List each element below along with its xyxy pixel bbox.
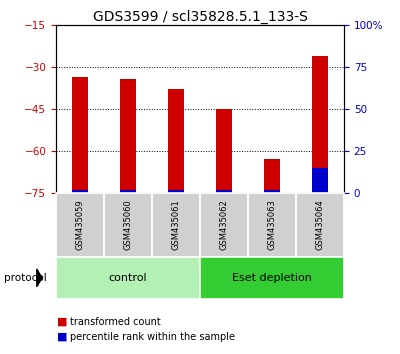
Text: ■: ■	[57, 332, 67, 342]
Bar	[216, 190, 232, 193]
Text: GSM435063: GSM435063	[268, 199, 276, 250]
Polygon shape	[37, 269, 42, 287]
Bar	[56, 193, 104, 257]
Text: GSM435060: GSM435060	[124, 199, 132, 250]
Bar	[72, 76, 88, 193]
Text: GSM435061: GSM435061	[172, 199, 180, 250]
Bar	[248, 193, 296, 257]
Bar	[120, 190, 136, 193]
Title: GDS3599 / scl35828.5.1_133-S: GDS3599 / scl35828.5.1_133-S	[92, 10, 308, 24]
Bar	[296, 193, 344, 257]
Bar	[120, 79, 136, 193]
Bar	[56, 257, 200, 299]
Bar	[72, 190, 88, 193]
Text: GSM435059: GSM435059	[76, 199, 84, 250]
Bar	[312, 168, 328, 193]
Bar	[168, 89, 184, 193]
Bar	[312, 56, 328, 193]
Bar	[200, 193, 248, 257]
Text: percentile rank within the sample: percentile rank within the sample	[70, 332, 235, 342]
Text: GSM435062: GSM435062	[220, 199, 228, 250]
Text: ■: ■	[57, 317, 67, 327]
Bar	[168, 190, 184, 193]
Bar	[264, 159, 280, 193]
Text: transformed count: transformed count	[70, 317, 161, 327]
Text: protocol: protocol	[4, 273, 47, 283]
Bar	[264, 190, 280, 193]
Text: GSM435064: GSM435064	[316, 199, 324, 250]
Bar	[152, 193, 200, 257]
Bar	[216, 109, 232, 193]
Bar	[200, 257, 344, 299]
Text: control: control	[109, 273, 147, 283]
Bar	[104, 193, 152, 257]
Text: Eset depletion: Eset depletion	[232, 273, 312, 283]
